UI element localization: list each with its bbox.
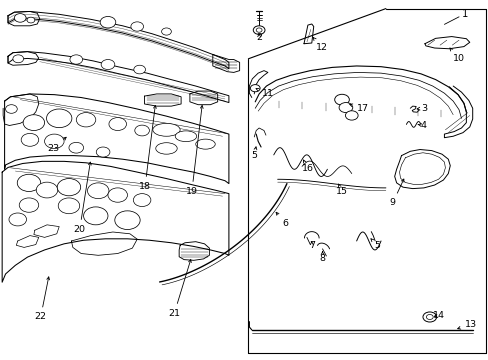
Text: 4: 4 [417, 121, 426, 130]
Circle shape [57, 179, 81, 196]
Text: 6: 6 [276, 212, 288, 228]
Text: 3: 3 [416, 104, 426, 113]
Text: 19: 19 [185, 105, 203, 196]
Text: 1: 1 [461, 9, 467, 19]
Text: 17: 17 [349, 104, 368, 113]
Circle shape [36, 182, 58, 198]
Text: 20: 20 [74, 162, 91, 234]
Circle shape [422, 312, 436, 322]
Ellipse shape [175, 131, 196, 141]
Circle shape [345, 111, 357, 120]
Circle shape [134, 65, 145, 74]
Text: 21: 21 [168, 260, 191, 318]
Circle shape [334, 94, 348, 105]
Text: 2: 2 [256, 33, 262, 42]
Circle shape [44, 134, 64, 148]
Text: 5: 5 [251, 147, 257, 160]
Circle shape [70, 55, 82, 64]
Text: 15: 15 [335, 184, 347, 196]
Circle shape [96, 147, 110, 157]
Circle shape [109, 118, 126, 131]
Circle shape [9, 213, 26, 226]
Circle shape [115, 211, 140, 229]
Circle shape [76, 113, 96, 127]
Circle shape [83, 207, 108, 225]
Circle shape [13, 55, 23, 63]
Circle shape [58, 198, 80, 214]
Circle shape [256, 28, 262, 32]
Text: 7: 7 [308, 241, 314, 250]
Circle shape [14, 14, 26, 22]
Circle shape [426, 315, 432, 319]
Text: 16: 16 [301, 160, 313, 173]
Text: 9: 9 [389, 179, 403, 207]
Ellipse shape [195, 139, 215, 149]
Ellipse shape [156, 143, 177, 154]
Circle shape [131, 22, 143, 31]
Text: 14: 14 [432, 311, 444, 320]
Circle shape [108, 188, 127, 202]
Circle shape [101, 59, 115, 69]
Circle shape [253, 26, 264, 35]
Circle shape [69, 142, 83, 153]
Text: 12: 12 [312, 37, 327, 52]
Text: 22: 22 [35, 277, 49, 321]
Circle shape [23, 115, 44, 131]
Circle shape [250, 85, 260, 92]
Text: 18: 18 [139, 105, 156, 191]
Circle shape [100, 17, 116, 28]
Ellipse shape [153, 123, 180, 136]
Circle shape [21, 134, 39, 146]
Text: 23: 23 [47, 137, 66, 153]
Text: 13: 13 [457, 320, 476, 329]
Circle shape [5, 105, 17, 113]
Circle shape [19, 198, 39, 212]
Circle shape [338, 103, 352, 113]
Text: 11: 11 [256, 89, 273, 98]
Circle shape [46, 109, 72, 128]
Circle shape [161, 28, 171, 35]
Circle shape [135, 125, 149, 136]
Text: 8: 8 [319, 252, 325, 264]
Text: 5: 5 [370, 239, 379, 250]
Circle shape [87, 183, 109, 199]
Text: 10: 10 [449, 48, 464, 63]
Circle shape [27, 17, 35, 23]
Circle shape [17, 174, 41, 192]
Circle shape [133, 194, 151, 207]
